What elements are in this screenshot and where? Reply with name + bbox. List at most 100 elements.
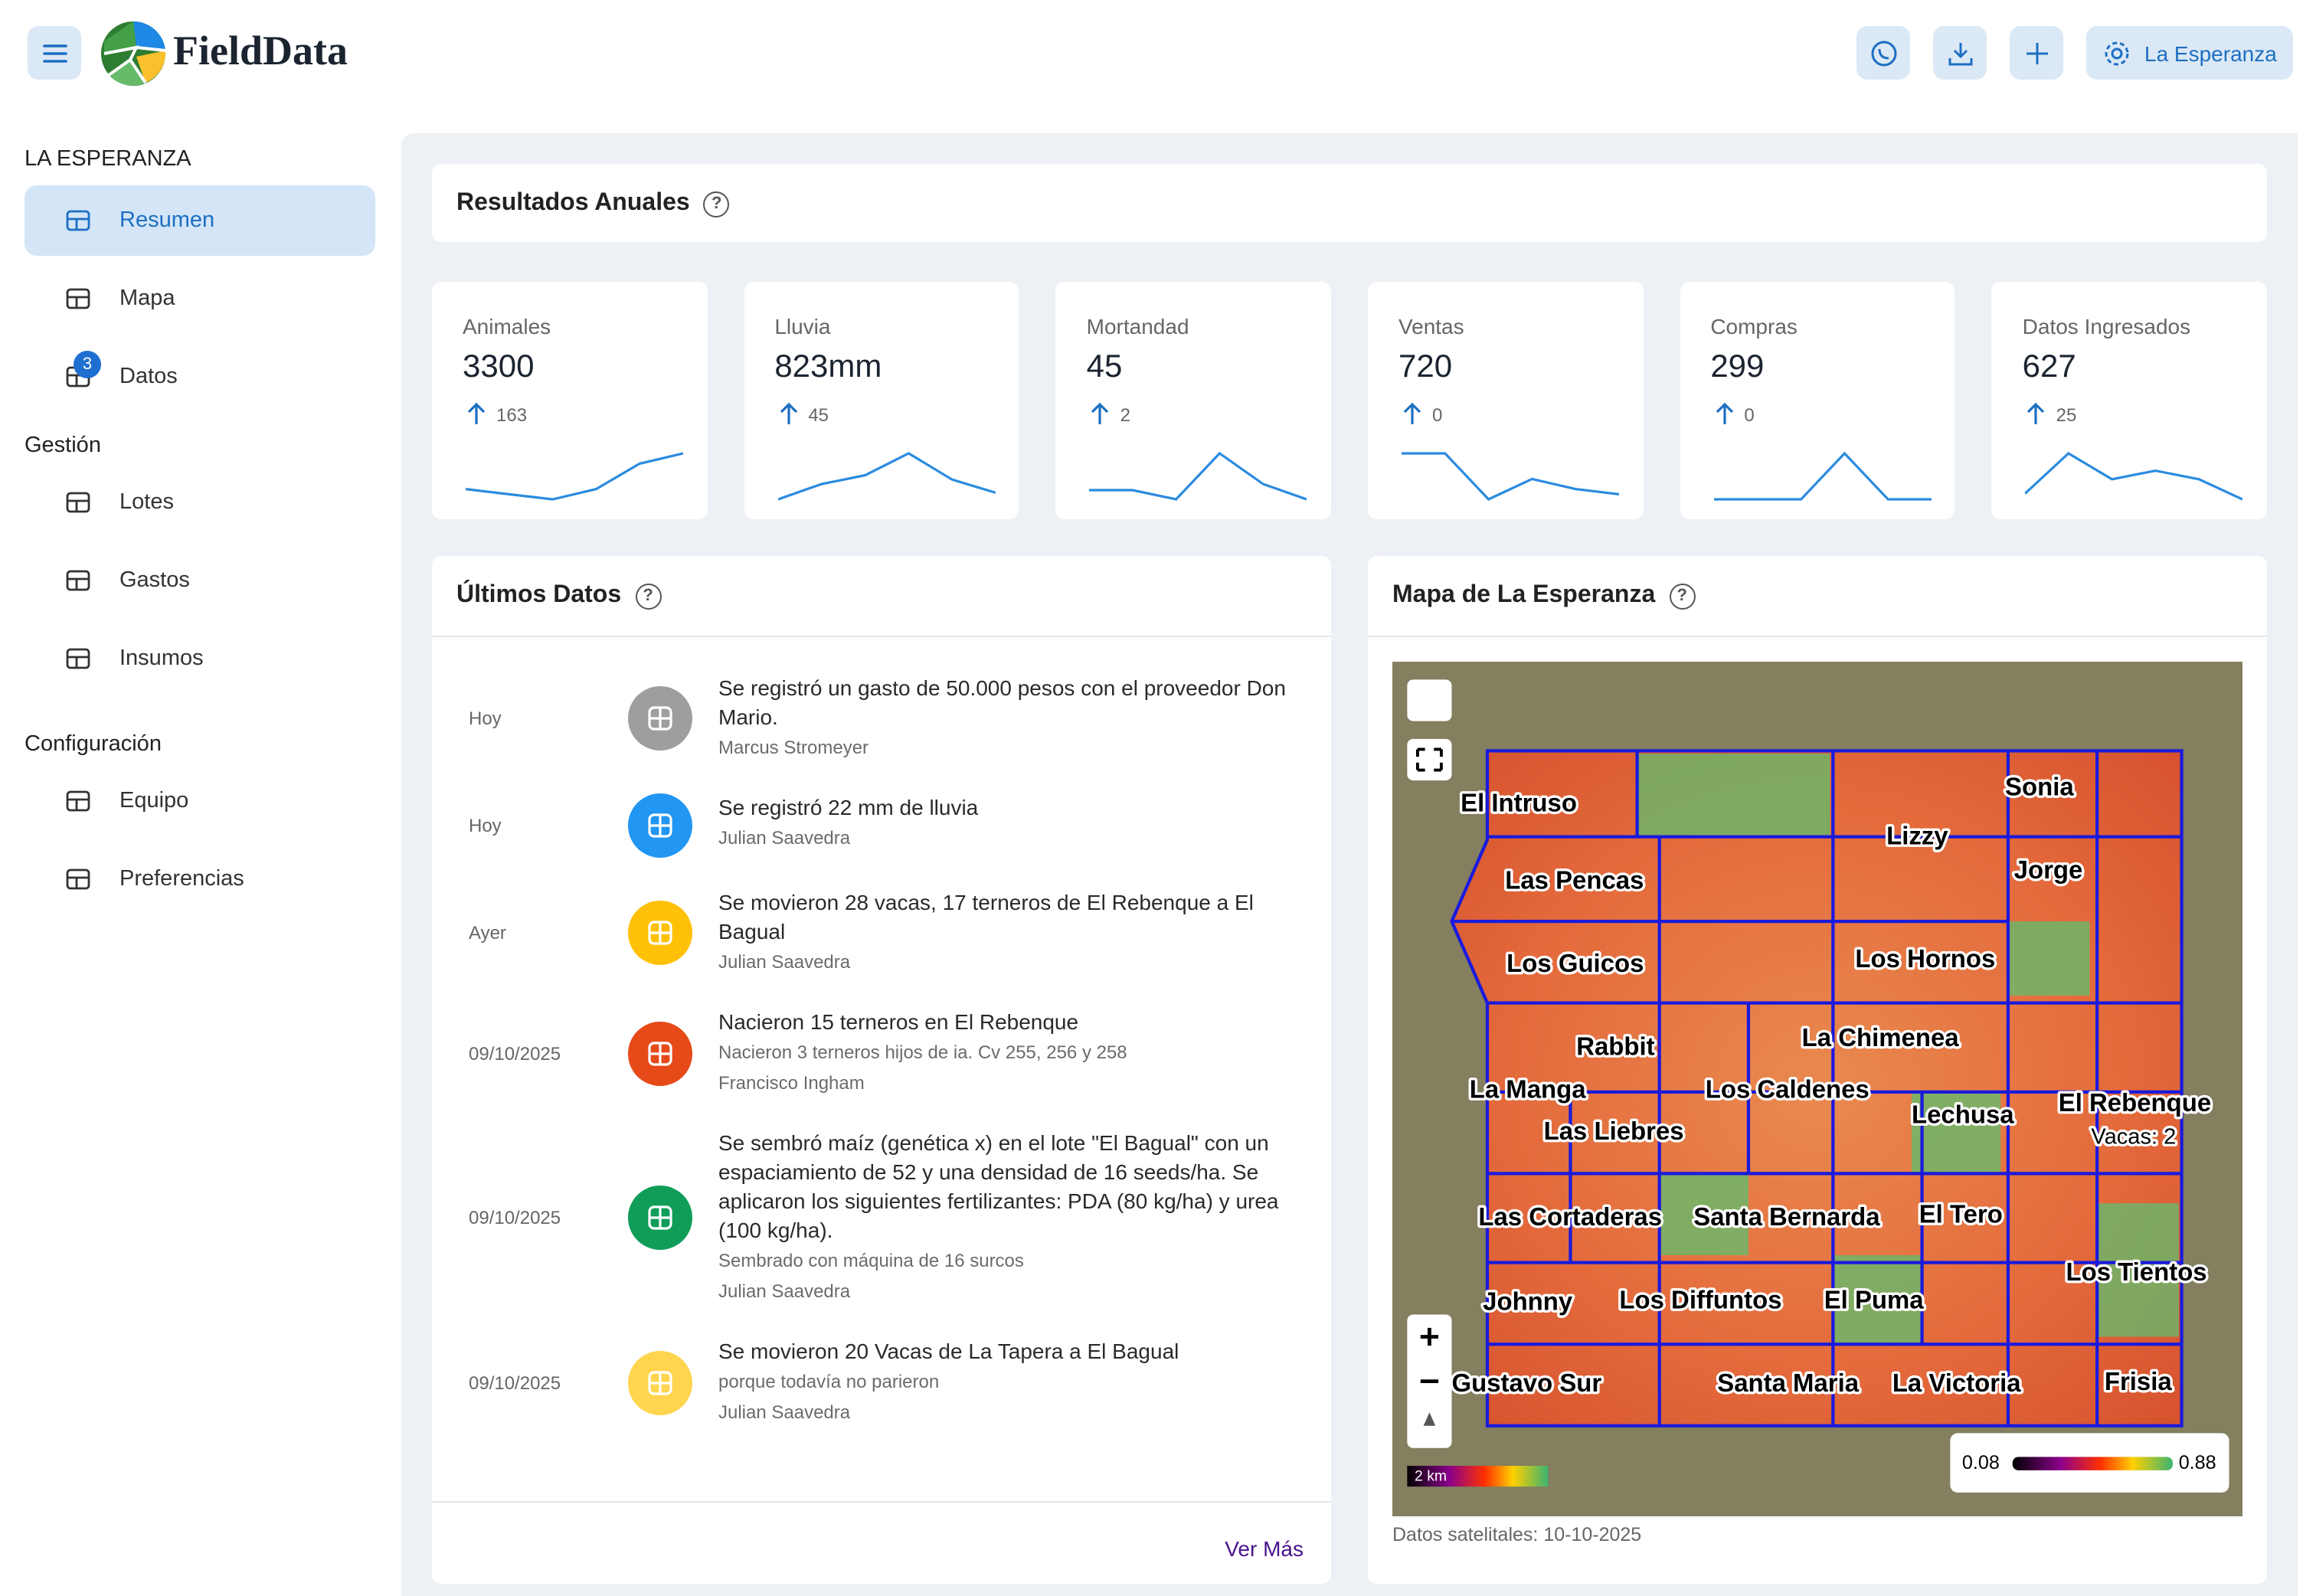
icon-shape — [67, 656, 89, 668]
kpi-card: Compras 299 0 — [1680, 282, 1955, 519]
nav-item[interactable]: Lotes — [25, 467, 375, 538]
section-title: Configuración — [25, 732, 162, 757]
map[interactable]: El Intruso Las Pencas Los Guicos Lizzy Sonia… — [1392, 662, 2242, 1516]
lot-boundaries — [1450, 749, 2184, 1428]
kpi-card: Lluvia 823mm 45 — [744, 282, 1019, 519]
up-arrow — [780, 402, 797, 424]
farm-button[interactable]: La Esperanza — [2086, 26, 2293, 80]
feed-detail: Sembrado con máquina de 16 surcos — [718, 1250, 1024, 1271]
kpi-card: Animales 3300 163 — [432, 282, 708, 519]
add-button[interactable] — [2010, 26, 2063, 80]
map-card: Mapa de La Esperanza? El Intruso Las Penc… — [1368, 556, 2267, 1584]
kpi-value: 720 — [1398, 349, 1453, 384]
kpi-change: 0 — [1432, 404, 1443, 426]
arrow-shape — [467, 402, 486, 424]
feed-text: Se registró 22 mm de lluvia — [718, 795, 979, 819]
icon-shape — [67, 296, 89, 308]
nav-item[interactable]: Gastos — [25, 545, 375, 616]
divider — [1368, 636, 2267, 637]
feed-author: Julian Saavedra — [718, 1280, 851, 1302]
lot-label: El Intruso — [1461, 789, 1577, 817]
trend-line — [1713, 451, 1932, 501]
fullscreen-button[interactable] — [1407, 738, 1452, 781]
icon-glyph — [648, 1370, 672, 1395]
nav-label: Preferencias — [119, 867, 244, 891]
lot-label: Gustavo Sur — [1451, 1369, 1601, 1397]
nav-item[interactable]: Mapa — [25, 263, 375, 334]
kpi-card: Mortandad 45 2 — [1055, 282, 1331, 519]
up-arrow — [1091, 402, 1109, 424]
icon-shape — [66, 210, 90, 231]
lot-note: Vacas: 2 — [2091, 1125, 2176, 1150]
feed-item: 09/10/2025 Se movieron 20 Vacas de La Tap… — [432, 1337, 1331, 1428]
scale-bar — [1407, 1466, 1549, 1487]
help-icon[interactable]: ? — [703, 191, 730, 217]
download-button[interactable] — [1933, 26, 1987, 80]
lot-label: La Victoria — [1892, 1369, 2021, 1397]
lot-label: La Manga — [1470, 1075, 1587, 1104]
lot-label: El Puma — [1824, 1286, 1925, 1314]
lot-label: Los Guicos — [1506, 949, 1644, 977]
arrow-shape — [1091, 402, 1109, 424]
feed-date: Ayer — [469, 922, 506, 944]
feed-item: 09/10/2025 Nacieron 15 terneros en El Reb… — [432, 1008, 1331, 1098]
kpi-label: Animales — [463, 314, 551, 338]
trend-line — [1402, 452, 1619, 501]
menu-button[interactable] — [28, 26, 81, 80]
nav-item[interactable]: Datos — [25, 342, 375, 412]
arrow-shape — [1403, 402, 1421, 424]
nav-item[interactable]: Preferencias — [25, 844, 375, 914]
nav-icon — [66, 868, 90, 890]
kpi-label: Mortandad — [1086, 314, 1189, 338]
nav-icon — [66, 492, 90, 513]
kpi-card: Ventas 720 0 — [1368, 282, 1644, 519]
sparkline — [1089, 451, 1307, 501]
layer-toggle[interactable] — [1407, 679, 1452, 721]
feed-date: 09/10/2025 — [469, 1042, 561, 1064]
kpi-label: Lluvia — [774, 314, 831, 338]
icon — [1870, 40, 1896, 66]
feed-date: 09/10/2025 — [469, 1207, 561, 1228]
nav-item[interactable]: Resumen — [25, 185, 375, 256]
nav-label: Mapa — [119, 286, 175, 311]
icon-shape — [67, 499, 89, 512]
brand: FieldData — [173, 28, 348, 74]
help-icon[interactable]: ? — [1669, 583, 1696, 609]
lot-label: Jorge — [2014, 855, 2083, 884]
legend-min: 0.08 — [1962, 1452, 2000, 1473]
feed-author: Julian Saavedra — [718, 951, 851, 973]
feed-detail: Nacieron 3 terneros hijos de ia. Cv 255,… — [718, 1042, 1127, 1063]
kpi-label: Ventas — [1398, 314, 1464, 338]
feed-item: Hoy Se registró 22 mm de lluvia Julian Saa… — [432, 793, 1331, 858]
icon — [1948, 42, 1972, 65]
feed-icon — [628, 901, 692, 965]
feed-author: Francisco Ingham — [718, 1072, 865, 1094]
sparkline — [1402, 452, 1619, 501]
icon-glyph — [648, 921, 672, 945]
kpi-value: 45 — [1086, 349, 1123, 384]
whatsapp-button[interactable] — [1856, 26, 1910, 80]
feed-list: Hoy Se registró un gasto de 50.000 pesos … — [432, 674, 1331, 1501]
icon-shape — [67, 217, 89, 230]
icon-shape — [649, 708, 671, 729]
kpi-label: Compras — [1710, 314, 1798, 338]
up-arrow — [467, 402, 486, 424]
nav-item[interactable]: Insumos — [25, 623, 375, 694]
feed-body: Se sembró maíz (genética x) en el lote "… — [718, 1129, 1300, 1307]
lot-label: Las Pencas — [1505, 865, 1644, 894]
more-link[interactable]: Ver Más — [1225, 1536, 1304, 1561]
badge: 3 — [74, 351, 101, 378]
scale-bar-label: 2 km — [1415, 1467, 1447, 1484]
divider — [432, 1501, 1331, 1503]
icon-glyph — [648, 1205, 672, 1230]
lot-label: Rabbit — [1576, 1032, 1654, 1060]
kpi-change: 45 — [808, 404, 829, 426]
nav-icon — [66, 210, 90, 231]
up-arrow — [1716, 402, 1733, 424]
trend-line — [466, 452, 683, 501]
nav-item[interactable]: Equipo — [25, 766, 375, 836]
help-icon[interactable]: ? — [635, 583, 662, 609]
divider — [432, 636, 1331, 637]
